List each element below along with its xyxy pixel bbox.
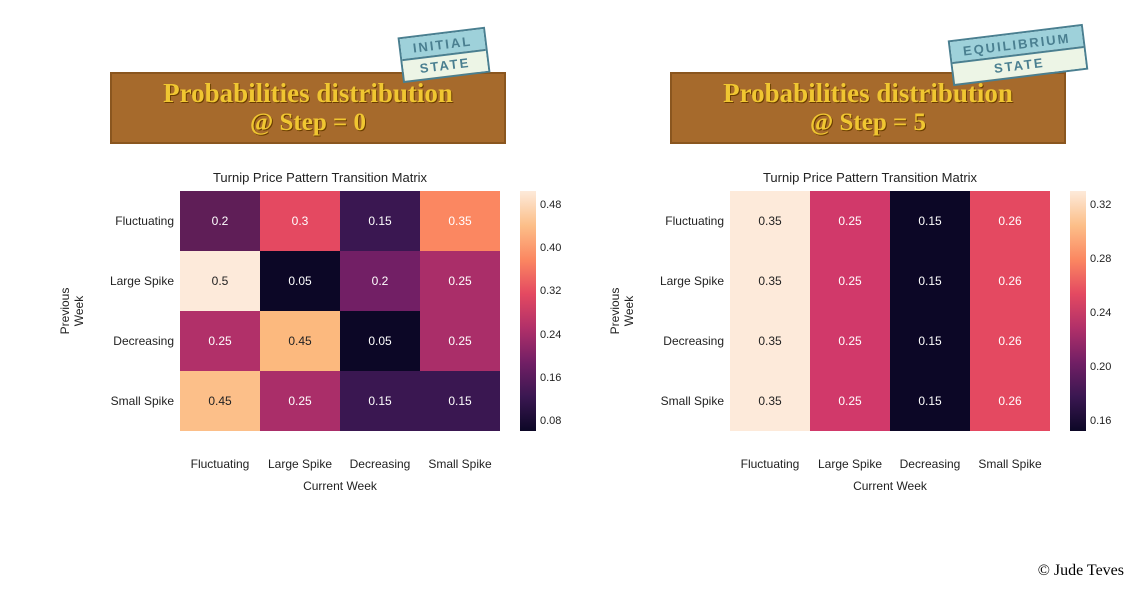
heatmap-cell: 0.15 <box>890 191 970 251</box>
colorbar-tick: 0.32 <box>1090 199 1111 211</box>
ytick-label: Large Spike <box>98 251 180 311</box>
left-banner-line2: @ Step = 0 <box>138 109 478 138</box>
heatmap-cell: 0.25 <box>420 251 500 311</box>
colorbar-strip <box>1070 191 1086 431</box>
heatmap-cell: 0.26 <box>970 191 1050 251</box>
heatmap-cell: 0.15 <box>890 311 970 371</box>
ytick-label: Small Spike <box>98 371 180 431</box>
left-chart-title: Turnip Price Pattern Transition Matrix <box>100 170 540 185</box>
left-ylabel: Previous Week <box>58 271 86 351</box>
right-chart: Turnip Price Pattern Transition Matrix P… <box>610 170 1130 493</box>
heatmap-cell: 0.25 <box>810 371 890 431</box>
heatmap-cell: 0.35 <box>730 251 810 311</box>
figure: { "credit": "© Jude Teves", "left": { "b… <box>0 0 1146 596</box>
colorbar-tick: 0.24 <box>540 329 561 341</box>
heatmap-cell: 0.5 <box>180 251 260 311</box>
xtick-label: Small Spike <box>970 457 1050 471</box>
right-ylabel: Previous Week <box>608 271 636 351</box>
heatmap-cell: 0.15 <box>890 251 970 311</box>
left-xlabel: Current Week <box>180 479 500 493</box>
colorbar-tick: 0.24 <box>1090 307 1111 319</box>
heatmap-cell: 0.15 <box>340 191 420 251</box>
heatmap-cell: 0.3 <box>260 191 340 251</box>
heatmap-cell: 0.26 <box>970 311 1050 371</box>
heatmap-cell: 0.45 <box>180 371 260 431</box>
heatmap-cell: 0.2 <box>340 251 420 311</box>
colorbar-tick: 0.16 <box>540 372 561 384</box>
right-chart-title: Turnip Price Pattern Transition Matrix <box>650 170 1090 185</box>
heatmap-cell: 0.35 <box>730 191 810 251</box>
left-banner-line1: Probabilities distribution <box>138 78 478 109</box>
xtick-label: Decreasing <box>890 457 970 471</box>
right-xlabel: Current Week <box>730 479 1050 493</box>
xtick-label: Decreasing <box>340 457 420 471</box>
right-banner-line1: Probabilities distribution <box>698 78 1038 109</box>
heatmap-cell: 0.15 <box>340 371 420 431</box>
colorbar-tick: 0.20 <box>1090 361 1111 373</box>
heatmap-cell: 0.25 <box>180 311 260 371</box>
colorbar-tick: 0.28 <box>1090 253 1111 265</box>
colorbar-tick: 0.08 <box>540 415 561 427</box>
heatmap-cell: 0.25 <box>810 251 890 311</box>
ytick-label: Large Spike <box>648 251 730 311</box>
ytick-label: Decreasing <box>648 311 730 371</box>
heatmap-cell: 0.25 <box>260 371 340 431</box>
heatmap-cell: 0.35 <box>730 311 810 371</box>
xtick-label: Large Spike <box>810 457 890 471</box>
heatmap-cell: 0.05 <box>340 311 420 371</box>
right-tag: EQUILIBRIUM STATE <box>948 24 1089 86</box>
xtick-label: Fluctuating <box>180 457 260 471</box>
colorbar-tick: 0.16 <box>1090 415 1111 427</box>
colorbar-tick: 0.32 <box>540 285 561 297</box>
xtick-label: Fluctuating <box>730 457 810 471</box>
right-banner-line2: @ Step = 5 <box>698 109 1038 138</box>
heatmap-cell: 0.25 <box>810 311 890 371</box>
colorbar-tick: 0.40 <box>540 242 561 254</box>
left-chart: Turnip Price Pattern Transition Matrix P… <box>60 170 580 493</box>
credit: © Jude Teves <box>1038 562 1124 580</box>
heatmap-cell: 0.05 <box>260 251 340 311</box>
heatmap-cell: 0.15 <box>420 371 500 431</box>
left-banner: Probabilities distribution @ Step = 0 <box>110 72 506 144</box>
colorbar-strip <box>520 191 536 431</box>
heatmap-cell: 0.15 <box>890 371 970 431</box>
heatmap-cell: 0.2 <box>180 191 260 251</box>
ytick-label: Decreasing <box>98 311 180 371</box>
heatmap-cell: 0.35 <box>730 371 810 431</box>
ytick-label: Small Spike <box>648 371 730 431</box>
xtick-label: Large Spike <box>260 457 340 471</box>
heatmap-cell: 0.26 <box>970 251 1050 311</box>
ytick-label: Fluctuating <box>98 191 180 251</box>
colorbar-tick: 0.48 <box>540 199 561 211</box>
heatmap-cell: 0.25 <box>810 191 890 251</box>
xtick-label: Small Spike <box>420 457 500 471</box>
heatmap-cell: 0.25 <box>420 311 500 371</box>
heatmap-cell: 0.45 <box>260 311 340 371</box>
heatmap-cell: 0.26 <box>970 371 1050 431</box>
heatmap-cell: 0.35 <box>420 191 500 251</box>
right-banner: Probabilities distribution @ Step = 5 <box>670 72 1066 144</box>
ytick-label: Fluctuating <box>648 191 730 251</box>
